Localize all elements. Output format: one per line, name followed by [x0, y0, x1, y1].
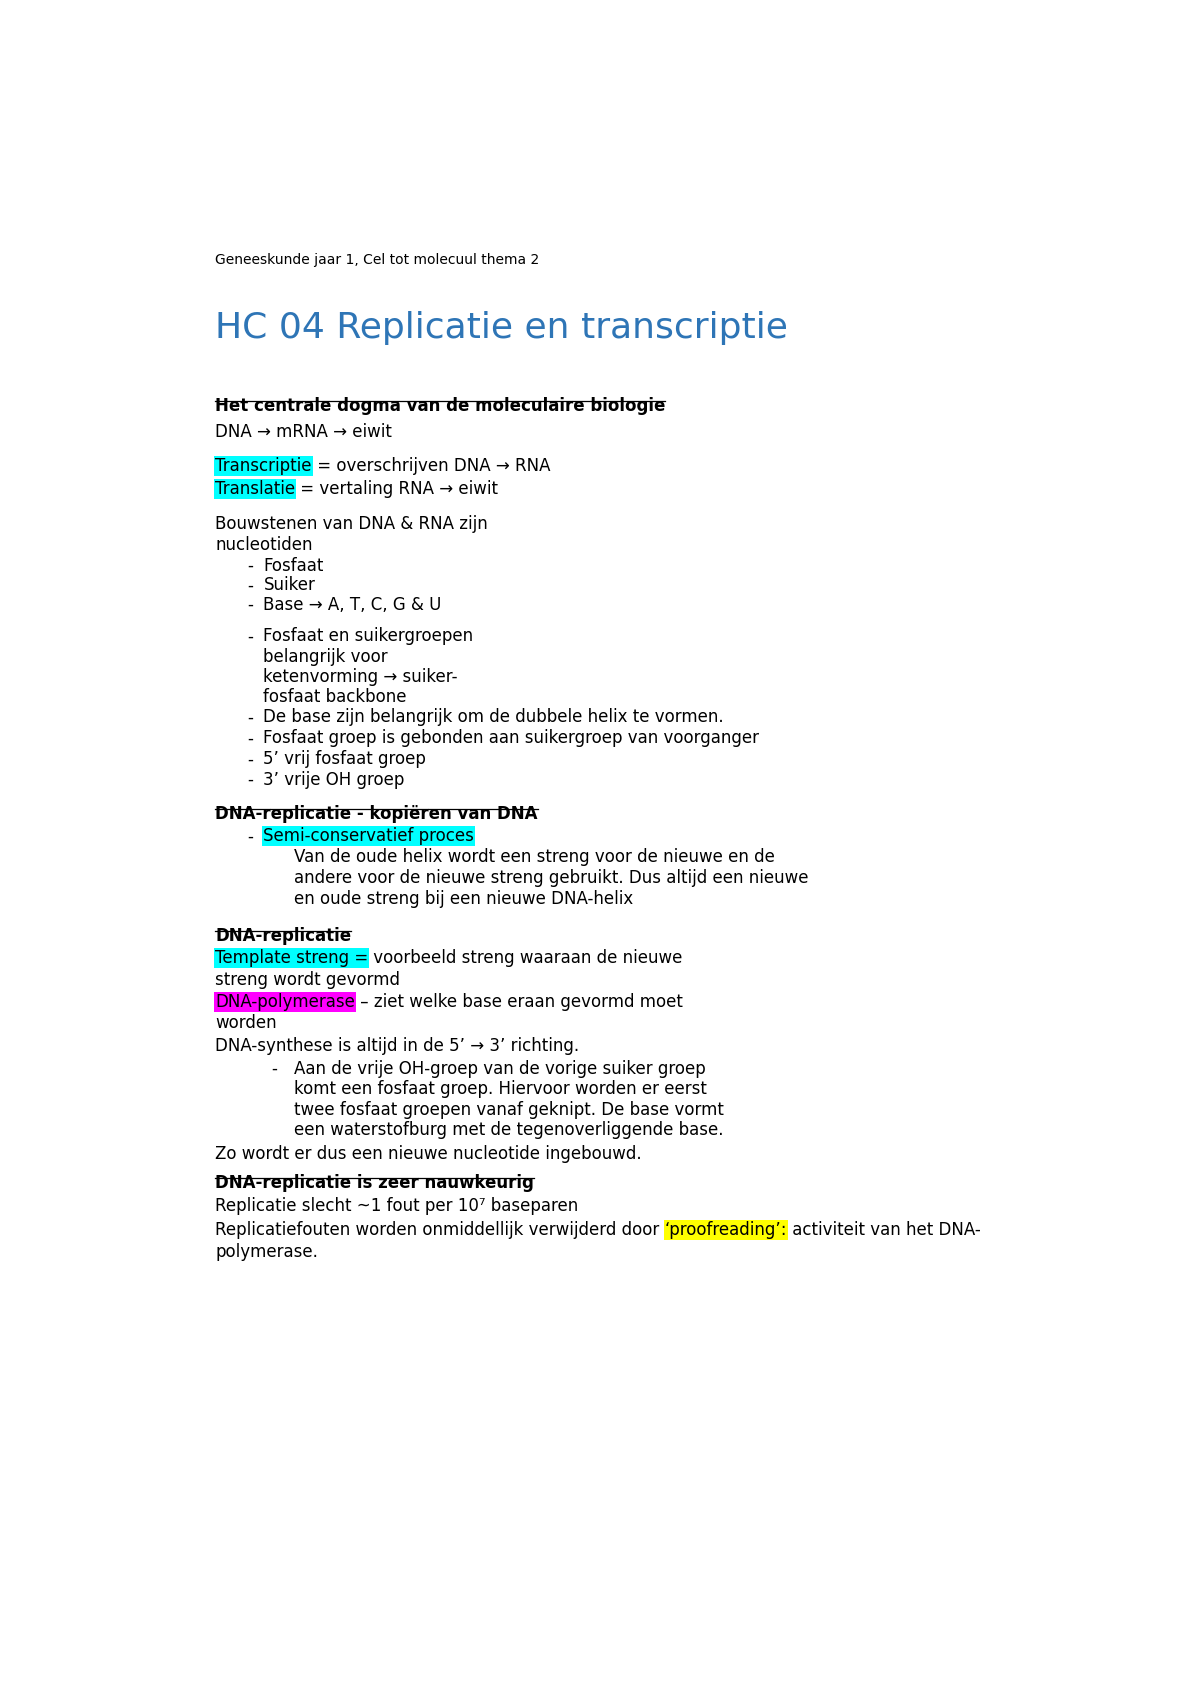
Text: DNA-replicatie: DNA-replicatie [215, 927, 352, 944]
Text: -: - [247, 771, 253, 790]
Text: Bouwstenen van DNA & RNA zijn: Bouwstenen van DNA & RNA zijn [215, 514, 488, 533]
Text: DNA-polymerase: DNA-polymerase [215, 993, 355, 1012]
Text: Zo wordt er dus een nieuwe nucleotide ingebouwd.: Zo wordt er dus een nieuwe nucleotide in… [215, 1144, 642, 1163]
Text: Base → A, T, C, G & U: Base → A, T, C, G & U [264, 596, 442, 615]
Text: ketenvorming → suiker-: ketenvorming → suiker- [264, 667, 458, 686]
Text: Fosfaat groep is gebonden aan suikergroep van voorganger: Fosfaat groep is gebonden aan suikergroe… [264, 730, 760, 747]
Text: -: - [247, 708, 253, 727]
Text: DNA-replicatie - kopiëren van DNA: DNA-replicatie - kopiëren van DNA [215, 805, 538, 824]
Text: DNA-synthese is altijd in de 5’ → 3’ richting.: DNA-synthese is altijd in de 5’ → 3’ ric… [215, 1036, 580, 1054]
Text: HC 04 Replicatie en transcriptie: HC 04 Replicatie en transcriptie [215, 311, 788, 345]
Text: Van de oude helix wordt een streng voor de nieuwe en de: Van de oude helix wordt een streng voor … [294, 849, 775, 866]
Text: voorbeeld streng waaraan de nieuwe: voorbeeld streng waaraan de nieuwe [368, 949, 683, 968]
Text: – ziet welke base eraan gevormd moet: – ziet welke base eraan gevormd moet [355, 993, 683, 1012]
Text: twee fosfaat groepen vanaf geknipt. De base vormt: twee fosfaat groepen vanaf geknipt. De b… [294, 1100, 724, 1119]
Text: Aan de vrije OH-groep van de vorige suiker groep: Aan de vrije OH-groep van de vorige suik… [294, 1060, 706, 1078]
Text: komt een fosfaat groep. Hiervoor worden er eerst: komt een fosfaat groep. Hiervoor worden … [294, 1080, 707, 1099]
Text: Semi-conservatief proces: Semi-conservatief proces [264, 827, 474, 846]
Text: -: - [247, 627, 253, 645]
Text: 5’ vrij fosfaat groep: 5’ vrij fosfaat groep [264, 751, 426, 767]
Text: Fosfaat en suikergroepen: Fosfaat en suikergroepen [264, 627, 474, 645]
Text: DNA-replicatie is zeer nauwkeurig: DNA-replicatie is zeer nauwkeurig [215, 1173, 534, 1192]
Text: andere voor de nieuwe streng gebruikt. Dus altijd een nieuwe: andere voor de nieuwe streng gebruikt. D… [294, 869, 809, 888]
Text: Translatie: Translatie [215, 479, 295, 498]
Text: -: - [247, 730, 253, 747]
Text: ‘proofreading’:: ‘proofreading’: [665, 1221, 787, 1240]
Text: De base zijn belangrijk om de dubbele helix te vormen.: De base zijn belangrijk om de dubbele he… [264, 708, 724, 727]
Text: nucleotiden: nucleotiden [215, 537, 312, 554]
Text: = overschrijven DNA → RNA: = overschrijven DNA → RNA [312, 457, 550, 475]
Text: = vertaling RNA → eiwit: = vertaling RNA → eiwit [295, 479, 498, 498]
Text: worden: worden [215, 1014, 277, 1032]
Text: -: - [247, 827, 253, 846]
Text: polymerase.: polymerase. [215, 1243, 318, 1262]
Text: Transcriptie: Transcriptie [215, 457, 312, 475]
Text: Het centrale dogma van de moleculaire biologie: Het centrale dogma van de moleculaire bi… [215, 397, 666, 416]
Text: Geneeskunde jaar 1, Cel tot molecuul thema 2: Geneeskunde jaar 1, Cel tot molecuul the… [215, 253, 539, 268]
Text: een waterstofburg met de tegenoverliggende base.: een waterstofburg met de tegenoverliggen… [294, 1121, 724, 1139]
Text: belangrijk voor: belangrijk voor [264, 647, 388, 666]
Text: 3’ vrije OH groep: 3’ vrije OH groep [264, 771, 404, 790]
Text: -: - [247, 596, 253, 615]
Text: -: - [271, 1060, 277, 1078]
Text: en oude streng bij een nieuwe DNA-helix: en oude streng bij een nieuwe DNA-helix [294, 890, 634, 908]
Text: -: - [247, 576, 253, 594]
Text: Suiker: Suiker [264, 576, 316, 594]
Text: Replicatiefouten worden onmiddellijk verwijderd door: Replicatiefouten worden onmiddellijk ver… [215, 1221, 665, 1240]
Text: DNA → mRNA → eiwit: DNA → mRNA → eiwit [215, 423, 392, 441]
Text: -: - [247, 751, 253, 767]
Text: fosfaat backbone: fosfaat backbone [264, 688, 407, 706]
Text: Template streng =: Template streng = [215, 949, 368, 968]
Text: activiteit van het DNA-: activiteit van het DNA- [787, 1221, 980, 1240]
Text: Replicatie slecht ~1 fout per 10⁷ baseparen: Replicatie slecht ~1 fout per 10⁷ basepa… [215, 1197, 578, 1216]
Text: streng wordt gevormd: streng wordt gevormd [215, 971, 400, 990]
Text: Fosfaat: Fosfaat [264, 557, 324, 576]
Text: -: - [247, 557, 253, 576]
